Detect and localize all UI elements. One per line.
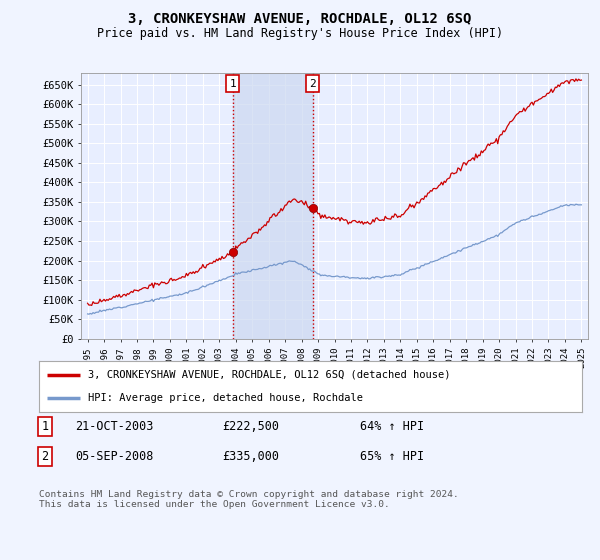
Text: Price paid vs. HM Land Registry's House Price Index (HPI): Price paid vs. HM Land Registry's House … xyxy=(97,27,503,40)
Text: Contains HM Land Registry data © Crown copyright and database right 2024.
This d: Contains HM Land Registry data © Crown c… xyxy=(39,490,459,510)
Bar xyxy=(233,73,313,339)
Text: 64% ↑ HPI: 64% ↑ HPI xyxy=(360,420,424,433)
Text: 1: 1 xyxy=(41,420,49,433)
Text: 3, CRONKEYSHAW AVENUE, ROCHDALE, OL12 6SQ: 3, CRONKEYSHAW AVENUE, ROCHDALE, OL12 6S… xyxy=(128,12,472,26)
Text: 21-OCT-2003: 21-OCT-2003 xyxy=(75,420,154,433)
Text: 1: 1 xyxy=(229,79,236,88)
Text: 3, CRONKEYSHAW AVENUE, ROCHDALE, OL12 6SQ (detached house): 3, CRONKEYSHAW AVENUE, ROCHDALE, OL12 6S… xyxy=(88,370,451,380)
Text: 65% ↑ HPI: 65% ↑ HPI xyxy=(360,450,424,463)
Text: 2: 2 xyxy=(310,79,316,88)
Text: £335,000: £335,000 xyxy=(222,450,279,463)
Text: HPI: Average price, detached house, Rochdale: HPI: Average price, detached house, Roch… xyxy=(88,393,363,403)
Text: 05-SEP-2008: 05-SEP-2008 xyxy=(75,450,154,463)
Text: 2: 2 xyxy=(41,450,49,463)
Text: £222,500: £222,500 xyxy=(222,420,279,433)
